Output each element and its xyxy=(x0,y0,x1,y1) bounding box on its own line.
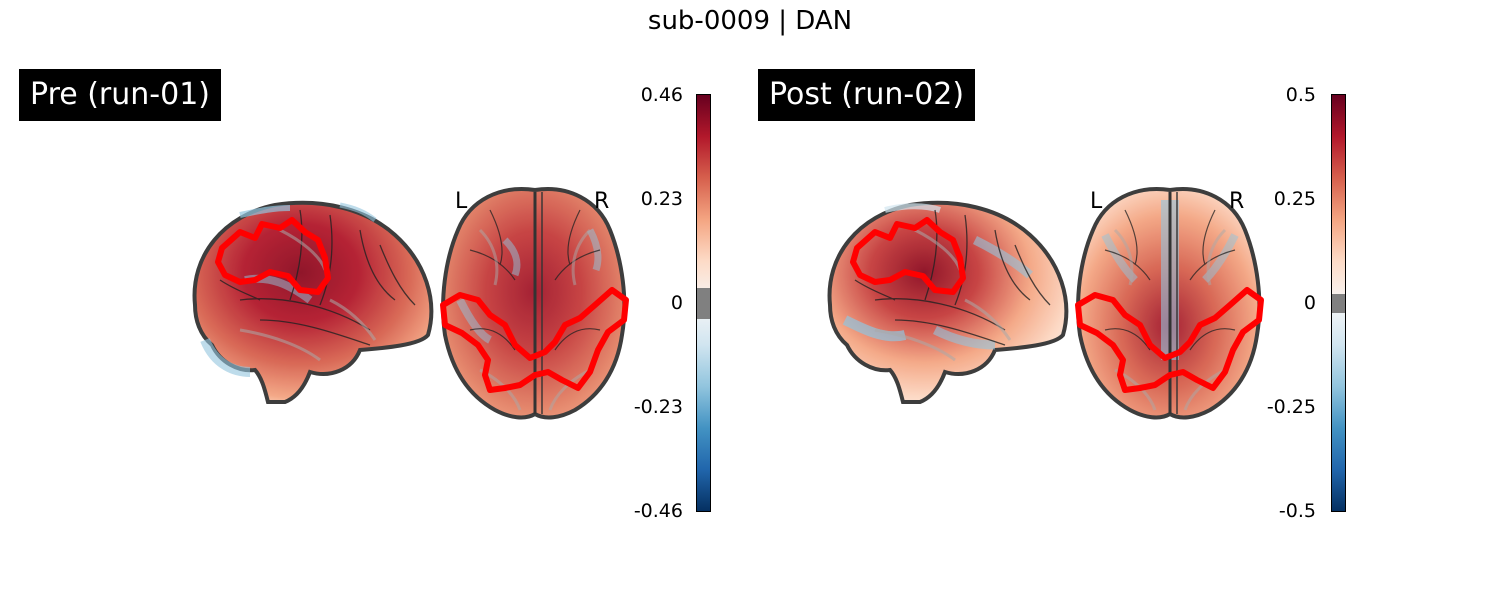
figure-title: sub-0009 | DAN xyxy=(647,6,853,36)
colorbar-tick-post-5: -0.5 xyxy=(1278,500,1316,522)
colorbar-tick-pre-1: 0.46 xyxy=(640,84,683,106)
colorbar-tick-post-2: 0.25 xyxy=(1273,188,1316,210)
colorbar-tick-pre-4: -0.23 xyxy=(633,396,683,418)
colorbar-threshold-band-pre xyxy=(697,288,710,319)
hemisphere-right-label-post: R xyxy=(1229,189,1245,214)
axial-view-post xyxy=(1075,187,1264,420)
colorbar-tick-pre-3: 0 xyxy=(670,292,683,314)
panel-label-post: Post (run-02) xyxy=(758,69,976,121)
colorbar-threshold-band-post xyxy=(1332,294,1345,313)
hemisphere-right-label-pre: R xyxy=(594,189,610,214)
axial-view-pre xyxy=(440,187,629,420)
colorbar-tick-pre-2: 0.23 xyxy=(640,188,683,210)
colorbar-pre xyxy=(696,94,711,512)
sagittal-view-pre xyxy=(192,200,434,404)
sagittal-view-post xyxy=(827,200,1069,404)
panel-post: Post (run-02) xyxy=(635,0,1385,600)
hemisphere-left-label-pre: L xyxy=(455,189,468,214)
panel-label-pre: Pre (run-01) xyxy=(19,69,221,121)
brain-glass-views-post xyxy=(827,187,1264,420)
colorbar-tick-post-3: 0 xyxy=(1303,292,1316,314)
colorbar-tick-post-1: 0.5 xyxy=(1285,84,1316,106)
colorbar-tick-pre-5: -0.46 xyxy=(633,500,683,522)
brain-glass-views-pre xyxy=(192,187,629,420)
hemisphere-left-label-post: L xyxy=(1090,189,1103,214)
panel-pre: Pre (run-01) xyxy=(19,69,711,522)
colorbar-post xyxy=(1331,94,1346,512)
colorbar-tick-post-4: -0.25 xyxy=(1266,396,1316,418)
